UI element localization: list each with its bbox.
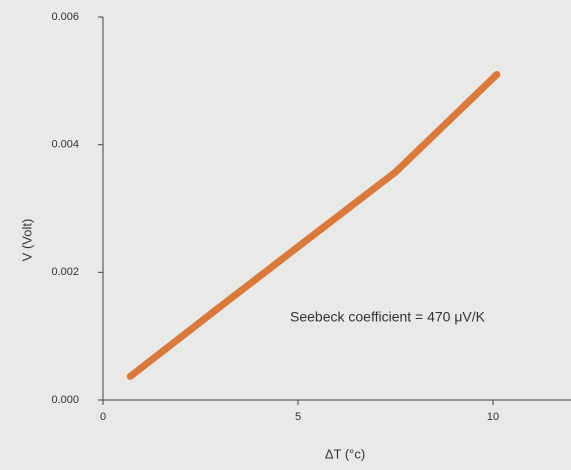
y-tick-label: 0.002	[51, 266, 79, 278]
y-tick-label: 0.000	[51, 394, 79, 406]
x-tick-label: 5	[295, 411, 301, 423]
y-axis-label: V (Volt)	[19, 219, 34, 262]
x-axis-label: ΔT (°c)	[325, 446, 365, 461]
data-line	[126, 70, 501, 380]
y-tick-label: 0.004	[51, 139, 79, 151]
x-tick-label: 10	[487, 411, 499, 423]
y-tick-label: 0.006	[51, 11, 79, 23]
annotation: Seebeck coefficient = 470 μV/K	[290, 309, 486, 325]
x-tick-label: 0	[100, 411, 106, 423]
